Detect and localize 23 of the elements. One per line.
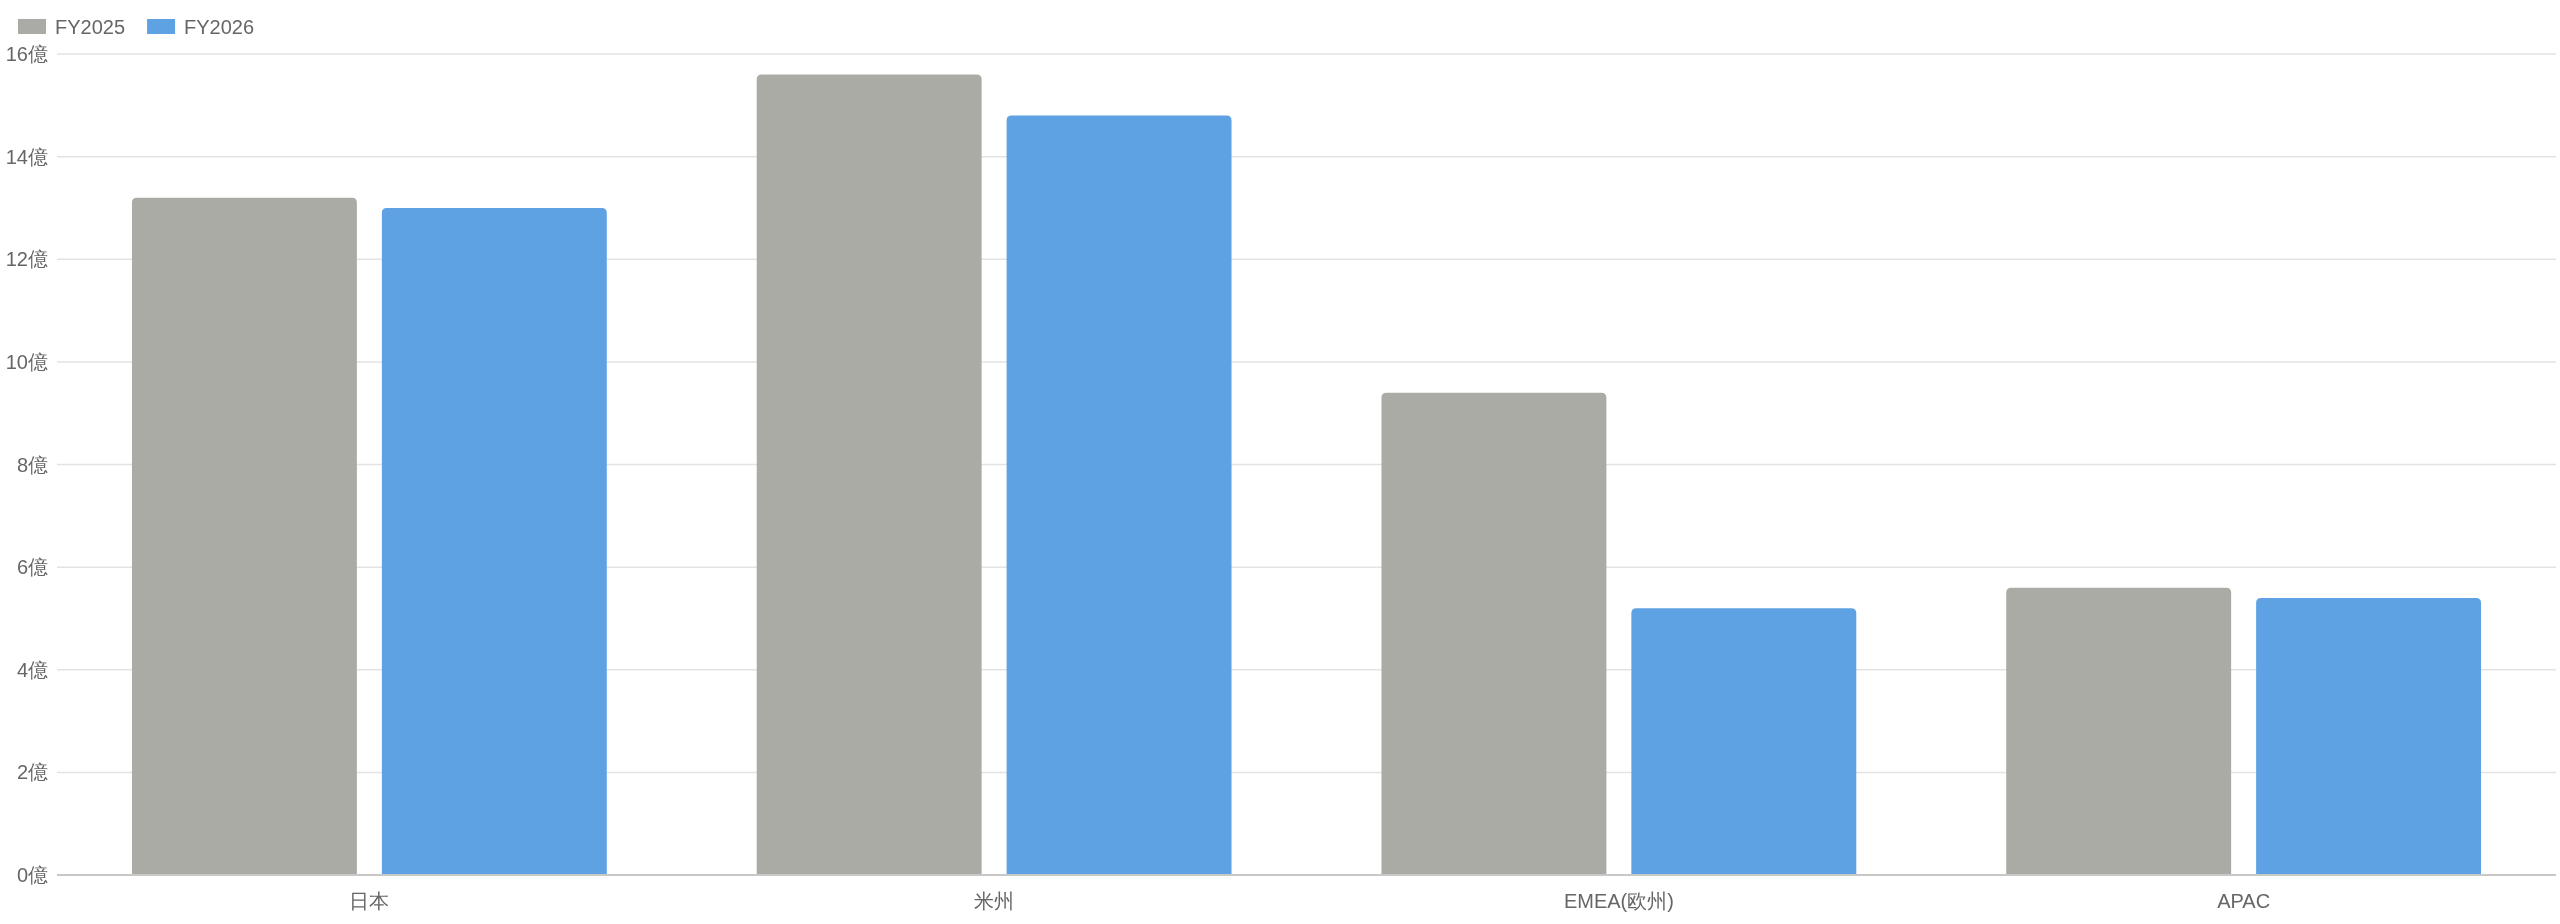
bar bbox=[1006, 115, 1232, 875]
x-tick-label: EMEA(欧州) bbox=[1563, 890, 1674, 912]
bar bbox=[1381, 392, 1607, 875]
legend-label: FY2026 bbox=[184, 16, 255, 38]
y-tick-label: 2億 bbox=[16, 761, 48, 784]
bar bbox=[381, 207, 607, 875]
x-tick-label: APAC bbox=[2217, 890, 2271, 912]
x-tick-label: 米州 bbox=[974, 890, 1015, 912]
y-tick-label: 12億 bbox=[5, 248, 48, 271]
y-tick-label: 14億 bbox=[5, 145, 48, 168]
y-tick-label: 10億 bbox=[5, 350, 48, 373]
y-tick-label: 16億 bbox=[5, 43, 48, 65]
bar bbox=[1631, 608, 1857, 875]
bar bbox=[2256, 597, 2482, 875]
bar bbox=[756, 74, 982, 875]
bar bbox=[2006, 587, 2232, 875]
y-tick-label: 4億 bbox=[16, 658, 48, 681]
legend-label: FY2025 bbox=[55, 16, 126, 38]
y-tick-label: 0億 bbox=[16, 864, 48, 886]
y-tick-label: 8億 bbox=[16, 453, 48, 476]
y-tick-label: 6億 bbox=[16, 556, 48, 579]
bar bbox=[131, 197, 357, 875]
x-tick-label: 日本 bbox=[349, 890, 390, 912]
